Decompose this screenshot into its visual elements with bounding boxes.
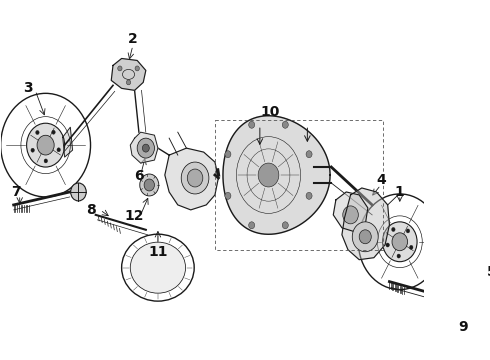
Circle shape	[306, 151, 312, 158]
Circle shape	[135, 66, 139, 71]
Circle shape	[383, 222, 417, 262]
Circle shape	[225, 192, 231, 199]
Circle shape	[392, 233, 408, 251]
Circle shape	[118, 66, 122, 71]
Circle shape	[282, 121, 288, 128]
Circle shape	[343, 206, 358, 224]
Text: 10: 10	[261, 105, 280, 119]
Circle shape	[137, 138, 154, 158]
Circle shape	[52, 130, 55, 134]
Text: 7: 7	[11, 185, 21, 199]
Circle shape	[386, 243, 390, 247]
Circle shape	[143, 144, 149, 152]
Text: 3: 3	[24, 81, 33, 95]
Text: 4: 4	[376, 173, 386, 187]
Text: 11: 11	[148, 245, 168, 259]
Circle shape	[248, 121, 255, 128]
Text: 12: 12	[124, 209, 144, 223]
Circle shape	[248, 222, 255, 229]
Circle shape	[225, 151, 231, 158]
Polygon shape	[111, 58, 146, 90]
Circle shape	[140, 174, 159, 196]
Polygon shape	[165, 148, 219, 210]
Text: 2: 2	[128, 32, 138, 46]
Circle shape	[144, 179, 154, 191]
Circle shape	[282, 222, 288, 229]
Circle shape	[126, 80, 131, 85]
Circle shape	[71, 183, 86, 201]
Text: 9: 9	[458, 320, 467, 334]
Circle shape	[181, 162, 209, 194]
Polygon shape	[63, 127, 73, 157]
Circle shape	[392, 228, 395, 231]
Circle shape	[352, 222, 378, 252]
Circle shape	[187, 169, 203, 187]
Circle shape	[37, 135, 54, 155]
Circle shape	[26, 123, 65, 167]
Circle shape	[36, 131, 39, 135]
Circle shape	[410, 246, 413, 249]
Circle shape	[31, 148, 34, 152]
Polygon shape	[333, 192, 368, 232]
Text: 1: 1	[395, 185, 405, 199]
Ellipse shape	[130, 242, 186, 293]
Circle shape	[258, 163, 279, 187]
Text: 8: 8	[87, 203, 96, 217]
Circle shape	[306, 192, 312, 199]
Circle shape	[44, 159, 48, 163]
Polygon shape	[342, 188, 390, 260]
Text: 6: 6	[134, 169, 144, 183]
Circle shape	[397, 254, 400, 258]
Circle shape	[406, 229, 410, 233]
Polygon shape	[223, 116, 330, 234]
Circle shape	[57, 148, 60, 152]
Circle shape	[359, 230, 371, 244]
Polygon shape	[130, 132, 158, 163]
Bar	[215, 120, 383, 250]
Text: 5: 5	[487, 265, 490, 279]
